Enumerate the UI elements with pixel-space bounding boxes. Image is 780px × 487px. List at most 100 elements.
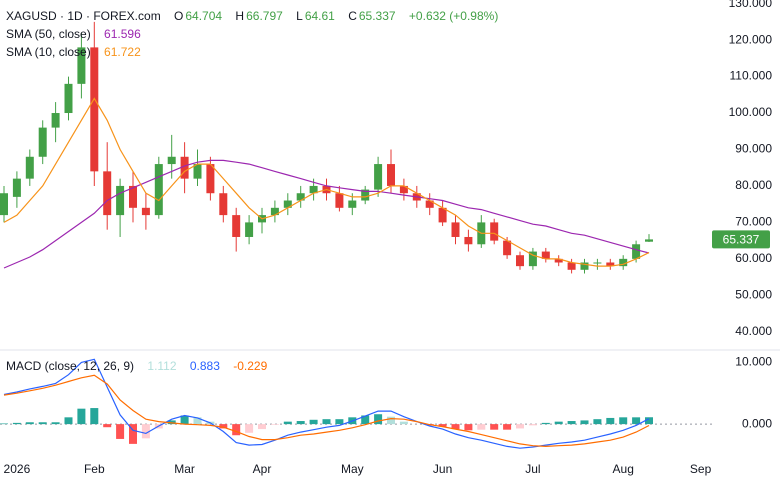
histogram-bar — [180, 415, 189, 425]
histogram-bar — [528, 424, 537, 426]
legend-name: SMA (10, close) — [6, 45, 91, 59]
candle-body — [528, 251, 537, 267]
ohlc-label: H — [235, 9, 245, 23]
legend-name: SMA (50, close) — [6, 27, 91, 41]
candle-body — [374, 164, 383, 190]
histogram-bar — [116, 424, 125, 439]
price-label-box — [712, 230, 770, 249]
candle-body — [516, 255, 524, 267]
candle-body — [619, 258, 628, 267]
candle-body — [25, 156, 34, 179]
x-tick-label: Mar — [174, 462, 195, 476]
y-tick-label: 60.000 — [735, 251, 772, 265]
histogram-bar — [167, 420, 176, 425]
histogram-bar — [12, 422, 21, 425]
candle-body — [154, 164, 163, 216]
histogram-bar — [593, 419, 602, 425]
y-tick-label: 70.000 — [735, 215, 772, 229]
sma50-legend: SMA (50, close) 61.596 — [6, 25, 143, 43]
histogram-bar — [387, 416, 395, 425]
histogram-bar — [25, 422, 34, 425]
histogram-bar — [374, 414, 383, 425]
histogram-bar — [567, 421, 576, 425]
histogram-bar — [451, 424, 460, 430]
histogram-bar — [503, 424, 512, 430]
x-tick-label: Sep — [690, 462, 712, 476]
x-tick-label: May — [341, 462, 364, 476]
price-label: 65.337 — [723, 233, 760, 247]
candle-body — [283, 200, 292, 208]
candle-body — [645, 239, 653, 242]
candle-body — [51, 113, 60, 128]
histogram-bar — [77, 408, 86, 425]
histogram-bar — [245, 424, 254, 433]
histogram-bar — [361, 415, 370, 425]
candle-body — [490, 222, 499, 241]
candle-body — [464, 236, 473, 245]
y-tick-label: 100.000 — [729, 105, 773, 119]
x-tick-label: Jun — [433, 462, 452, 476]
candle-body — [387, 164, 395, 186]
close-value: 65.337 — [358, 9, 396, 23]
histogram-bar — [129, 424, 137, 444]
histogram-bar — [51, 422, 60, 425]
histogram-bar — [296, 421, 305, 425]
histogram-bar — [580, 420, 589, 425]
histogram-bar — [38, 422, 47, 425]
indicator-title: MACD (close, 12, 26, 9) — [6, 359, 135, 373]
histogram-bar — [193, 417, 202, 425]
histogram-bar — [438, 424, 447, 427]
candle-body — [593, 262, 602, 264]
sma10-legend: SMA (10, close) 61.722 — [6, 43, 143, 61]
candle-body — [64, 83, 73, 114]
candle-body — [541, 251, 550, 259]
price-axis: 40.000 50.000 60.000 70.000 80.000 90.000 100.… — [712, 0, 772, 430]
candle-body — [438, 207, 447, 223]
x-tick-label: Jul — [525, 462, 540, 476]
histogram-bar — [516, 424, 524, 429]
histogram-bar — [283, 421, 292, 425]
candle-body — [103, 171, 112, 216]
change-value: +0.632 (+0.98%) — [408, 9, 499, 23]
y-tick-label: 130.000 — [729, 0, 773, 10]
histogram-bar — [270, 424, 279, 425]
legend-value: 1.112 — [147, 359, 177, 373]
y-tick-label: 110.000 — [730, 69, 773, 83]
candle-body — [348, 200, 357, 208]
x-tick-label: Feb — [84, 462, 105, 476]
histogram-bar — [90, 408, 99, 425]
y-tick-label: 40.000 — [735, 324, 772, 338]
ohlc-label: C — [348, 9, 357, 23]
x-tick-label: Aug — [613, 462, 634, 476]
histogram-bar — [477, 424, 486, 430]
candle-body — [335, 193, 344, 208]
candle-body — [167, 156, 176, 165]
candle-body — [12, 178, 21, 197]
candle-body — [206, 164, 215, 194]
candle-body — [632, 244, 641, 259]
y-tick-label: 0.000 — [742, 416, 772, 430]
ohlc-label: L — [296, 9, 303, 23]
line — [3, 97, 650, 267]
histogram-bar — [103, 424, 112, 428]
histogram-bar — [645, 417, 653, 425]
legend-value: 61.722 — [104, 45, 141, 59]
candle-body — [180, 156, 189, 179]
histogram-bar — [309, 419, 318, 425]
histogram-bar — [490, 424, 499, 430]
candle-body — [503, 240, 512, 256]
histogram-bar — [0, 423, 8, 425]
x-tick-label: 2026 — [4, 462, 31, 476]
histogram-bar — [219, 424, 228, 429]
histogram-bar — [606, 417, 615, 425]
candle-body — [425, 200, 434, 208]
line — [3, 159, 650, 269]
plot-area: 2026 Feb Mar Apr May Jun Jul Aug Sep — [0, 21, 712, 476]
histogram-bar — [322, 419, 331, 425]
candle-body — [77, 47, 86, 84]
histogram-bar — [554, 421, 563, 425]
histogram-bar — [141, 424, 150, 439]
y-tick-label: 10.000 — [735, 355, 772, 369]
